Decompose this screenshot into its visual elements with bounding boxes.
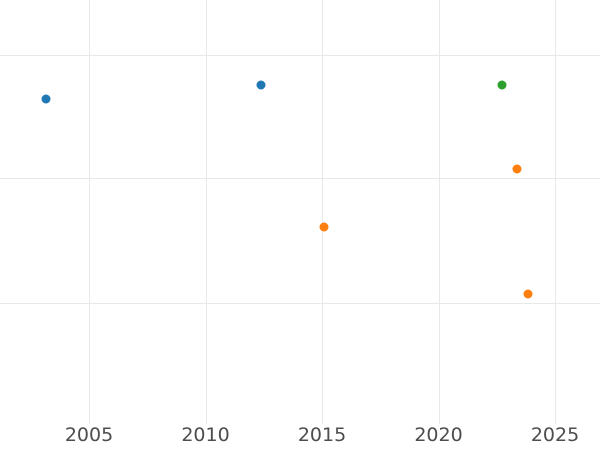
- vertical-gridline: [89, 0, 90, 424]
- vertical-gridline: [438, 0, 440, 424]
- data-point-blue-series: [41, 94, 51, 104]
- x-tick-label: 2020: [414, 424, 463, 446]
- data-point-blue-series: [256, 80, 266, 90]
- x-tick-label: 2025: [530, 424, 580, 446]
- data-point-green-series: [497, 80, 507, 90]
- x-tick-label: 2010: [181, 424, 230, 446]
- horizontal-gridline: [0, 55, 600, 56]
- data-point-orange-series: [512, 164, 522, 174]
- data-point-orange-series: [523, 289, 533, 299]
- x-tick-label: 2005: [64, 424, 114, 446]
- horizontal-gridline: [0, 178, 600, 179]
- vertical-gridline: [322, 0, 323, 424]
- vertical-gridline: [205, 0, 207, 424]
- vertical-gridline: [555, 0, 556, 424]
- plot-area: [0, 0, 600, 424]
- x-tick-label: 2015: [297, 424, 347, 446]
- data-point-orange-series: [319, 222, 329, 232]
- horizontal-gridline: [0, 303, 600, 304]
